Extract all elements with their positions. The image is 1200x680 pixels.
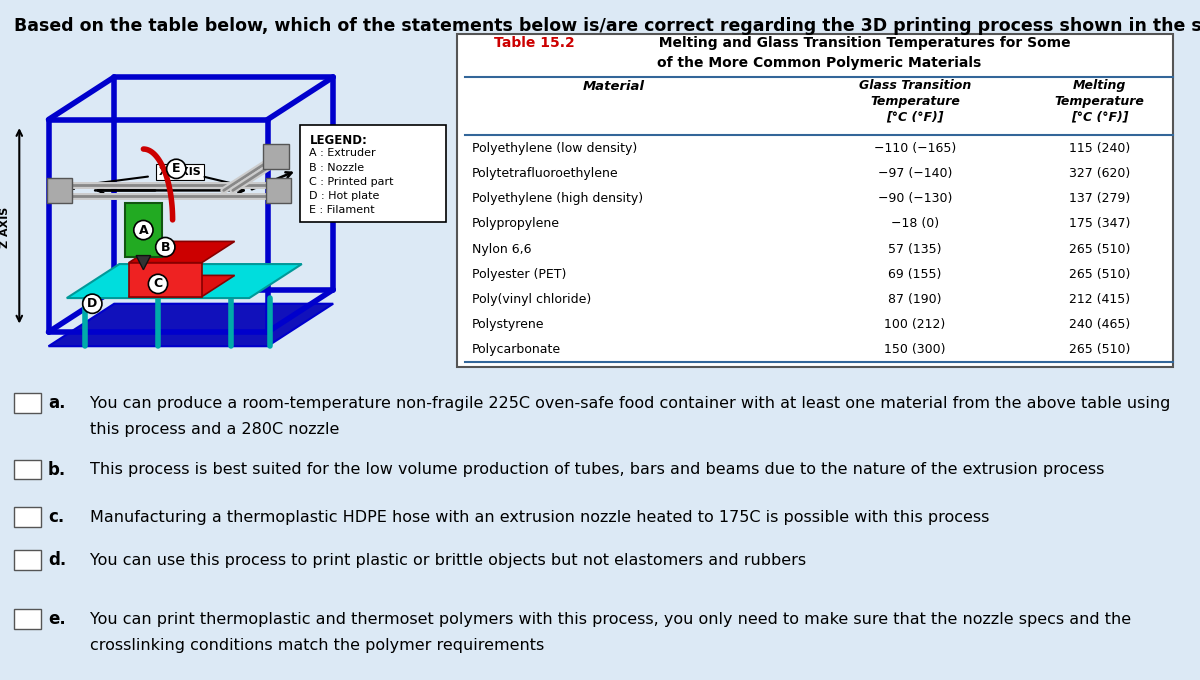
Text: 240 (465): 240 (465) (1069, 318, 1130, 330)
Text: Melting
Temperature
[°C (°F)]: Melting Temperature [°C (°F)] (1055, 79, 1145, 124)
Text: You can print thermoplastic and thermoset polymers with this process, you only n: You can print thermoplastic and thermose… (90, 612, 1132, 627)
Text: 100 (212): 100 (212) (884, 318, 946, 330)
Text: Polyethylene (low density): Polyethylene (low density) (472, 142, 637, 155)
Text: 265 (510): 265 (510) (1069, 243, 1130, 256)
Text: Polyethylene (high density): Polyethylene (high density) (472, 192, 643, 205)
FancyBboxPatch shape (264, 143, 289, 169)
FancyBboxPatch shape (125, 203, 162, 257)
Text: −97 (−140): −97 (−140) (877, 167, 952, 180)
Text: C : Printed part: C : Printed part (310, 177, 394, 187)
Text: 115 (240): 115 (240) (1069, 142, 1130, 155)
FancyBboxPatch shape (47, 177, 72, 203)
Text: Polytetrafluoroethylene: Polytetrafluoroethylene (472, 167, 619, 180)
FancyBboxPatch shape (457, 34, 1174, 367)
Text: Z AXIS: Z AXIS (0, 207, 10, 248)
Text: Poly(vinyl chloride): Poly(vinyl chloride) (472, 292, 592, 305)
Text: This process is best suited for the low volume production of tubes, bars and bea: This process is best suited for the low … (90, 462, 1104, 477)
Text: 212 (415): 212 (415) (1069, 292, 1130, 305)
Text: −110 (−165): −110 (−165) (874, 142, 956, 155)
Text: You can use this process to print plastic or brittle objects but not elastomers : You can use this process to print plasti… (90, 553, 806, 568)
Text: a.: a. (48, 394, 66, 412)
Text: Manufacturing a thermoplastic HDPE hose with an extrusion nozzle heated to 175C : Manufacturing a thermoplastic HDPE hose … (90, 510, 989, 525)
Text: Polystyrene: Polystyrene (472, 318, 545, 330)
Text: E: E (172, 163, 180, 175)
Text: crosslinking conditions match the polymer requirements: crosslinking conditions match the polyme… (90, 638, 545, 653)
Polygon shape (128, 262, 202, 296)
Text: 265 (510): 265 (510) (1069, 267, 1130, 281)
Text: 265 (510): 265 (510) (1069, 343, 1130, 356)
Text: D : Hot plate: D : Hot plate (310, 191, 380, 201)
Text: Polycarbonate: Polycarbonate (472, 343, 562, 356)
Text: Nylon 6,6: Nylon 6,6 (472, 243, 532, 256)
Text: Polypropylene: Polypropylene (472, 218, 560, 231)
Text: D: D (88, 297, 97, 310)
Polygon shape (128, 241, 235, 262)
Text: 150 (300): 150 (300) (884, 343, 946, 356)
Polygon shape (67, 264, 302, 298)
Text: of the More Common Polymeric Materials: of the More Common Polymeric Materials (656, 56, 982, 71)
Text: Glass Transition
Temperature
[°C (°F)]: Glass Transition Temperature [°C (°F)] (859, 79, 971, 124)
Text: −18 (0): −18 (0) (890, 218, 940, 231)
Text: c.: c. (48, 509, 65, 526)
Text: Melting and Glass Transition Temperatures for Some: Melting and Glass Transition Temperature… (649, 36, 1070, 50)
Text: C: C (154, 277, 162, 290)
Text: this process and a 280C nozzle: this process and a 280C nozzle (90, 422, 340, 437)
Text: e.: e. (48, 611, 66, 628)
Text: Material: Material (583, 80, 644, 93)
Text: B: B (161, 241, 170, 254)
Text: A: A (138, 224, 149, 237)
Text: −90 (−130): −90 (−130) (877, 192, 952, 205)
Text: d.: d. (48, 551, 66, 569)
Text: E : Filament: E : Filament (310, 205, 376, 215)
Text: Table 15.2: Table 15.2 (494, 36, 575, 50)
Text: X AXIS: X AXIS (160, 167, 200, 177)
Polygon shape (48, 304, 334, 346)
Text: b.: b. (48, 461, 66, 479)
Text: 327 (620): 327 (620) (1069, 167, 1130, 180)
Text: You can produce a room-temperature non-fragile 225C oven-safe food container wit: You can produce a room-temperature non-f… (90, 396, 1170, 411)
Polygon shape (128, 275, 235, 296)
Text: Based on the table below, which of the statements below is/are correct regarding: Based on the table below, which of the s… (14, 17, 1200, 35)
FancyBboxPatch shape (265, 177, 292, 203)
FancyBboxPatch shape (300, 125, 446, 222)
Text: 57 (135): 57 (135) (888, 243, 942, 256)
Text: LEGEND:: LEGEND: (310, 134, 367, 147)
Text: 137 (279): 137 (279) (1069, 192, 1130, 205)
Text: 87 (190): 87 (190) (888, 292, 942, 305)
Polygon shape (136, 256, 151, 270)
Text: Y AXIS: Y AXIS (307, 161, 349, 171)
Text: 69 (155): 69 (155) (888, 267, 942, 281)
Text: B : Nozzle: B : Nozzle (310, 163, 365, 173)
Text: Polyester (PET): Polyester (PET) (472, 267, 566, 281)
Text: A : Extruder: A : Extruder (310, 148, 376, 158)
Text: 175 (347): 175 (347) (1069, 218, 1130, 231)
